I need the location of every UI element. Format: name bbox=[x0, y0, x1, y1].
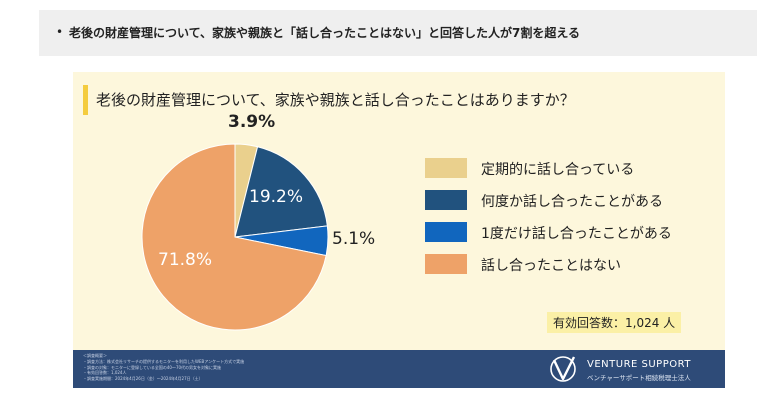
legend-label: 定期的に話し合っている bbox=[481, 162, 635, 178]
pie-slice-4 bbox=[141, 143, 327, 331]
legend-swatch bbox=[425, 254, 467, 274]
logo-subtitle: ベンチャーサポート相続税理士法人 bbox=[587, 374, 691, 382]
pie-data-label-1: 3.9% bbox=[228, 112, 275, 132]
legend-label: 話し合ったことはない bbox=[481, 258, 621, 274]
legend-item-4: 話し合ったことはない bbox=[425, 251, 705, 277]
legend-label: 1度だけ話し合ったことがある bbox=[481, 226, 672, 242]
survey-note-line: ・調査方法：株式会社リサーチの提供するモニターを利用したWEBアンケート方式で実… bbox=[83, 358, 245, 364]
legend-swatch bbox=[425, 222, 467, 242]
pie-data-label-4: 71.8% bbox=[158, 250, 212, 270]
legend-swatch bbox=[425, 190, 467, 210]
chart-card: 老後の財産管理について、家族や親族と話し合ったことはありますか？ 3.9% 19.… bbox=[73, 72, 725, 388]
survey-note-line: ・有効回答数：1,024人 bbox=[83, 370, 127, 376]
headline-box: • 老後の財産管理について、家族や親族と「話し合ったことはない」と回答した人が7… bbox=[39, 10, 757, 56]
survey-note-line: ・調査の対象：モニターに登録している全国の40〜70代の男女を対象に実施 bbox=[83, 364, 222, 370]
legend-item-1: 定期的に話し合っている bbox=[425, 155, 705, 181]
pie-chart: 3.9% 19.2% 5.1% 71.8% bbox=[141, 112, 375, 331]
pie-data-label-2: 19.2% bbox=[249, 187, 303, 207]
headline-text: 老後の財産管理について、家族や親族と「話し合ったことはない」と回答した人が7割を… bbox=[69, 26, 581, 40]
chart-title: 老後の財産管理について、家族や親族と話し合ったことはありますか？ bbox=[96, 91, 575, 109]
venture-support-logo-icon bbox=[550, 356, 576, 382]
responses-count: 有効回答数：1,024 人 bbox=[547, 312, 682, 333]
survey-notes: ＜調査概要＞ ・調査方法：株式会社リサーチの提供するモニターを利用したWEBアンケ… bbox=[83, 353, 244, 382]
legend-item-2: 何度か話し合ったことがある bbox=[425, 187, 705, 213]
pie-data-label-3: 5.1% bbox=[332, 229, 375, 249]
survey-note-line: ・調査実施期間：2024年4月26日（金）〜2024年4月27日（土） bbox=[83, 376, 203, 382]
legend-item-3: 1度だけ話し合ったことがある bbox=[425, 219, 705, 245]
legend-swatch bbox=[425, 158, 467, 178]
title-accent-bar bbox=[83, 85, 88, 115]
pie-slice-2 bbox=[234, 146, 328, 238]
survey-note-line: ＜調査概要＞ bbox=[83, 353, 107, 358]
legend-label: 何度か話し合ったことがある bbox=[481, 194, 663, 210]
footer-band: ＜調査概要＞ ・調査方法：株式会社リサーチの提供するモニターを利用したWEBアンケ… bbox=[73, 350, 725, 388]
headline-bullet: • bbox=[56, 25, 64, 39]
logo-name: VENTURE SUPPORT bbox=[587, 359, 691, 370]
